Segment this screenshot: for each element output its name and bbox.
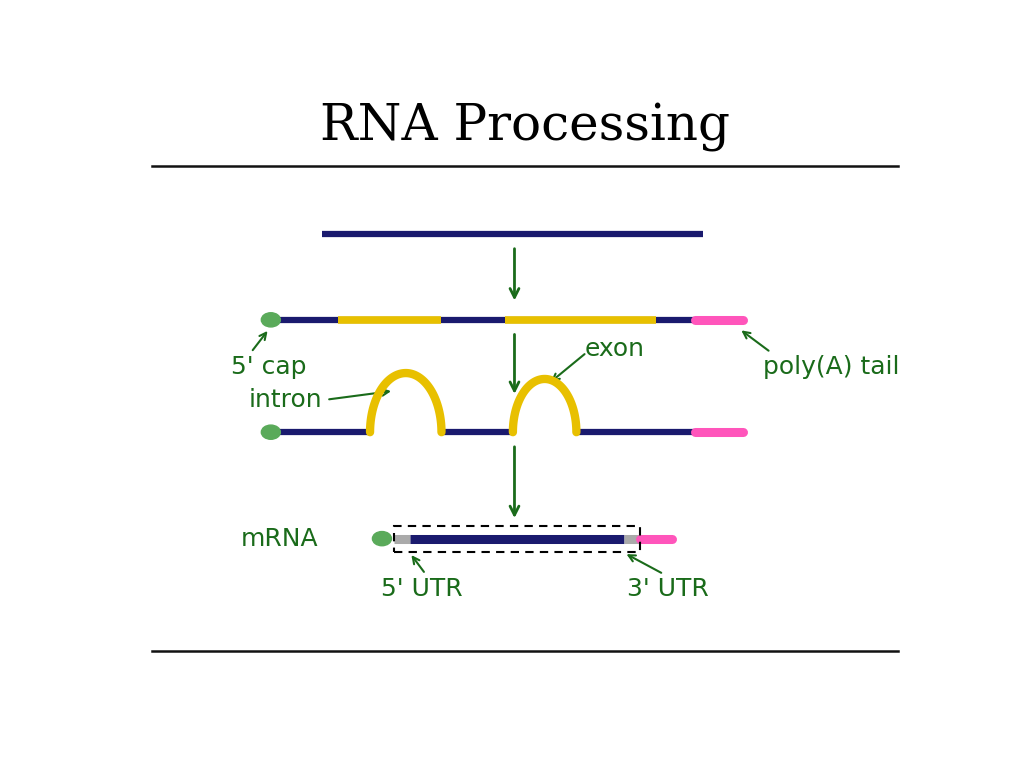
Circle shape: [373, 531, 391, 546]
Text: RNA Processing: RNA Processing: [319, 103, 730, 152]
Text: exon: exon: [585, 337, 644, 362]
Circle shape: [261, 425, 281, 439]
Text: 5' UTR: 5' UTR: [381, 577, 463, 601]
Circle shape: [261, 313, 281, 327]
Text: poly(A) tail: poly(A) tail: [763, 356, 899, 379]
Text: mRNA: mRNA: [241, 527, 318, 551]
Bar: [394, 525, 640, 551]
Text: 5' cap: 5' cap: [231, 356, 306, 379]
Text: intron: intron: [249, 388, 323, 412]
Text: 3' UTR: 3' UTR: [627, 577, 709, 601]
